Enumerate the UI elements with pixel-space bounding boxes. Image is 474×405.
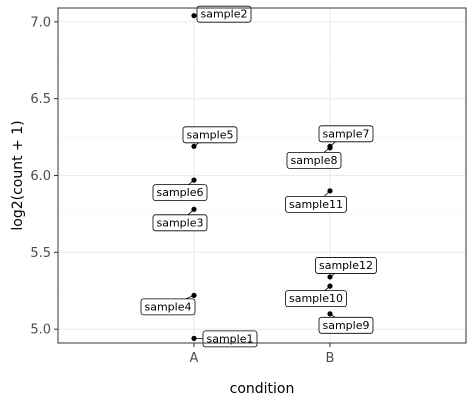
point-label: sample11 xyxy=(285,195,347,213)
data-point xyxy=(191,13,197,19)
data-point xyxy=(327,145,333,151)
data-point xyxy=(327,188,333,194)
y-axis-ticks: 5.0 5.5 6.0 6.5 7.0 xyxy=(30,15,58,338)
point-label-text: sample2 xyxy=(201,8,248,21)
y-tick-label: 5.0 xyxy=(30,323,51,338)
data-point xyxy=(327,274,333,280)
point-label: sample10 xyxy=(285,290,347,308)
minor-gridlines xyxy=(58,59,466,292)
point-label-text: sample12 xyxy=(319,259,373,272)
data-point xyxy=(191,177,197,183)
data-point xyxy=(327,283,333,289)
point-label-text: sample3 xyxy=(157,216,204,229)
point-label: sample1 xyxy=(202,330,258,348)
major-gridlines xyxy=(58,8,466,343)
point-label-box xyxy=(152,214,208,232)
point-labels: sample1 sample2 sample3 sample4 sample5 sampl… xyxy=(140,5,377,348)
x-axis-title: condition xyxy=(230,381,295,397)
point-label-text: sample7 xyxy=(323,127,370,140)
point-label-text: sample10 xyxy=(289,292,343,305)
point-label-text: sample8 xyxy=(291,154,338,167)
point-label-box xyxy=(182,126,238,144)
point-label: sample7 xyxy=(318,125,374,143)
point-label-box xyxy=(318,316,374,334)
point-label-box xyxy=(196,5,252,23)
point-label-text: sample1 xyxy=(207,332,254,345)
point-label-box xyxy=(140,298,196,316)
point-label-box xyxy=(315,257,377,274)
data-points xyxy=(191,13,333,341)
point-label-text: sample11 xyxy=(289,198,343,211)
point-label-box xyxy=(286,151,342,169)
x-tick-label: A xyxy=(190,351,199,366)
y-tick-label: 6.5 xyxy=(30,92,51,107)
data-point xyxy=(191,335,197,341)
y-tick-label: 7.0 xyxy=(30,15,51,30)
point-label-box xyxy=(285,290,347,308)
point-label: sample5 xyxy=(182,126,238,144)
y-tick-label: 6.0 xyxy=(30,169,51,184)
point-label-text: sample9 xyxy=(323,319,370,332)
point-label: sample9 xyxy=(318,316,374,334)
y-tick-label: 5.5 xyxy=(30,246,51,261)
point-label-text: sample5 xyxy=(187,128,234,141)
y-axis-title: log2(count + 1) xyxy=(10,120,26,230)
point-label: sample8 xyxy=(286,151,342,169)
point-label: sample3 xyxy=(152,214,208,232)
x-tick-label: B xyxy=(326,351,335,366)
point-label: sample6 xyxy=(152,184,208,202)
point-label-box xyxy=(318,125,374,143)
point-label: sample12 xyxy=(315,257,377,274)
point-label: sample4 xyxy=(140,298,196,316)
data-point xyxy=(327,311,333,317)
point-label: sample2 xyxy=(196,5,252,23)
point-label-box xyxy=(152,184,208,202)
data-point xyxy=(191,292,197,298)
point-label-text: sample6 xyxy=(157,186,204,199)
point-label-box xyxy=(285,195,347,213)
data-point xyxy=(191,206,197,212)
point-label-text: sample4 xyxy=(145,300,192,313)
data-point xyxy=(191,143,197,149)
